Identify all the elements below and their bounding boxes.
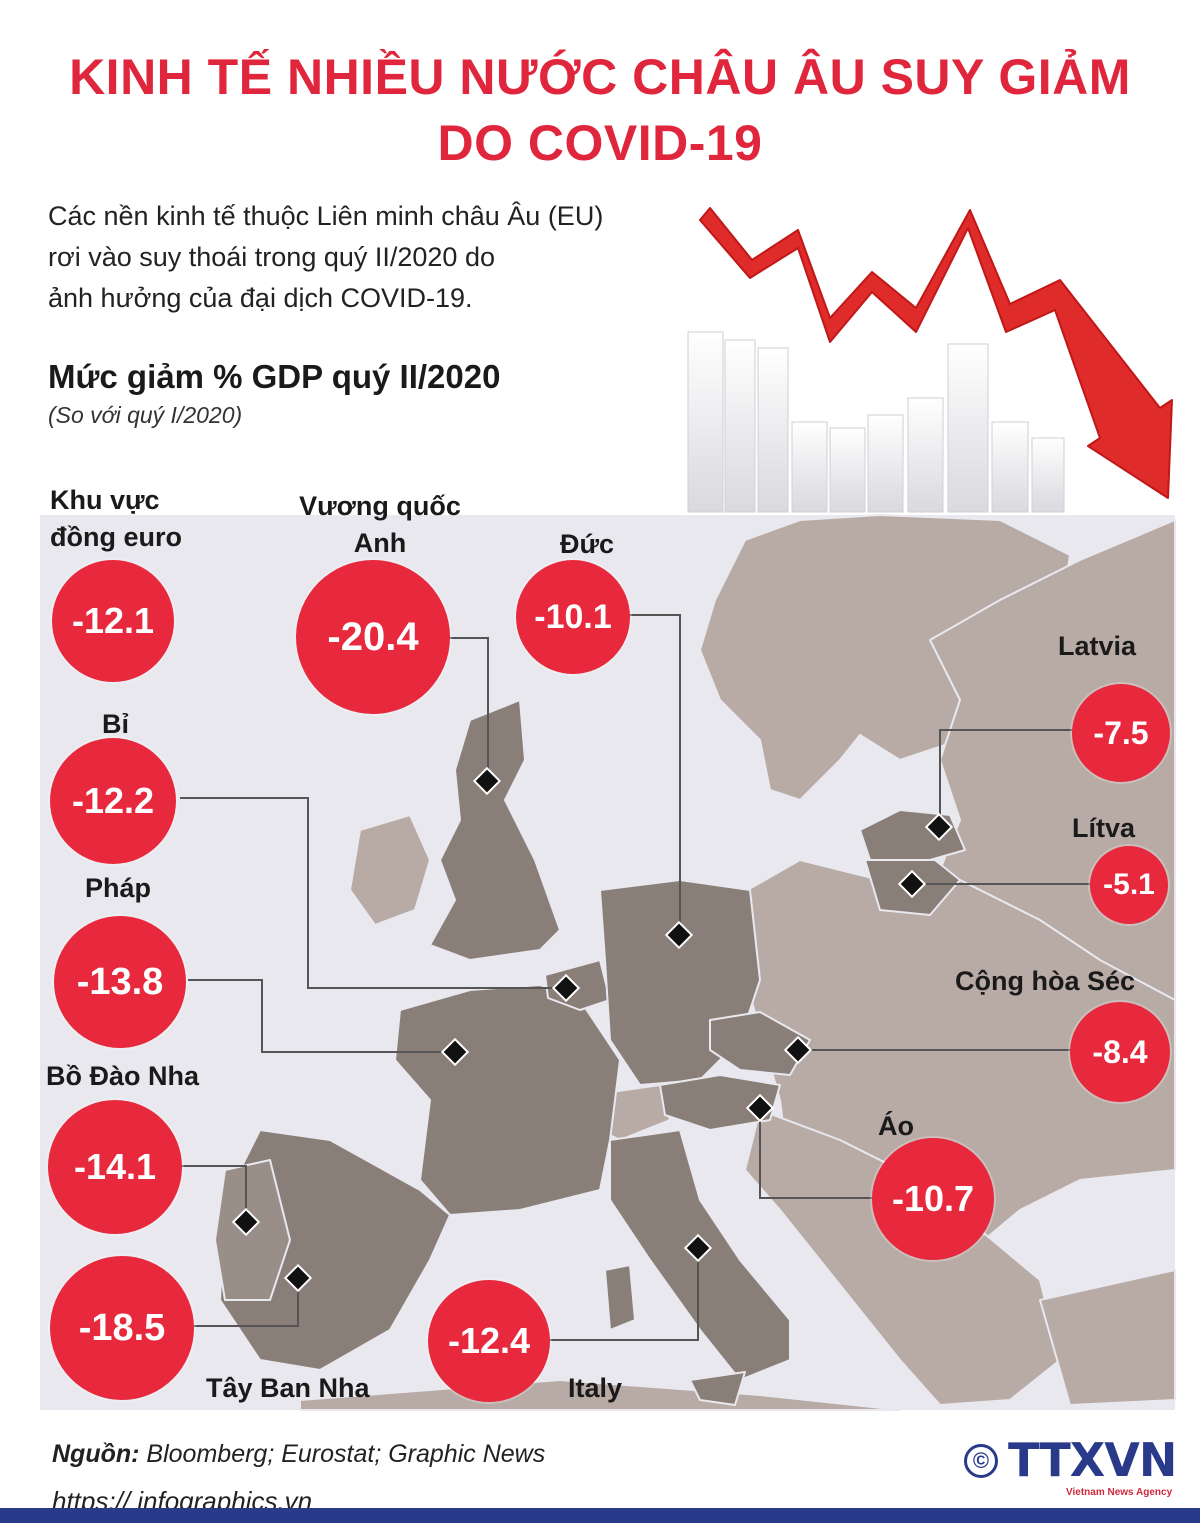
land-austria [659, 1074, 781, 1131]
label-belgium: Bỉ [102, 709, 129, 739]
label-eurozone-line2: đồng euro [50, 522, 182, 552]
copyright-icon: © [964, 1444, 998, 1478]
land-portugal [214, 1159, 291, 1301]
label-eurozone-line1: Khu vực [50, 485, 160, 515]
bubble-uk: -20.4 [296, 560, 450, 714]
land-sardinia [604, 1264, 636, 1331]
label-uk-line2: Anh [353, 528, 407, 558]
marker-latvia [924, 812, 954, 842]
connector-austria [759, 1108, 878, 1199]
intro-text-line1: Các nền kinh tế thuộc Liên minh châu Âu … [48, 201, 604, 231]
label-latvia: Latvia [1058, 631, 1137, 661]
marker-belgium [551, 973, 581, 1003]
bubble-belgium: -12.2 [50, 738, 176, 864]
bubble-italy: -12.4 [428, 1280, 550, 1402]
label-czechia: Cộng hòa Séc [955, 966, 1136, 996]
bubble-spain: -18.5 [50, 1256, 194, 1400]
label-spain: Tây Ban Nha [206, 1373, 370, 1403]
chart-subtitle: (So với quý I/2020) [48, 402, 243, 428]
connector-germany [628, 614, 681, 935]
connector-spain [188, 1278, 299, 1327]
land-latvia [859, 809, 966, 861]
bubble-latvia: -7.5 [1072, 684, 1170, 782]
land-france [394, 984, 621, 1216]
land-benelux [544, 959, 611, 1011]
label-eurozone: Khu vực đồng euro [50, 482, 182, 556]
ttxvn-logo: TTXVN [1008, 1433, 1177, 1487]
source-note: Nguồn: Bloomberg; Eurostat; Graphic News [52, 1440, 545, 1469]
source-text: Bloomberg; Eurostat; Graphic News [146, 1440, 546, 1468]
falling-chart-illustration [687, 207, 1173, 513]
label-uk: Vương quốc Anh [290, 488, 470, 562]
marker-austria [745, 1093, 775, 1123]
marker-germany [664, 920, 694, 950]
footer-bar [0, 1508, 1200, 1523]
land-turkey [1039, 1269, 1176, 1406]
decorative-bars [687, 331, 1065, 513]
marker-spain [283, 1263, 313, 1293]
land-sicily [689, 1371, 746, 1406]
connector-italy [548, 1248, 699, 1341]
land-ireland [349, 814, 431, 926]
label-austria: Áo [878, 1111, 914, 1141]
intro-text-line2: rơi vào suy thoái trong quý II/2020 do [48, 242, 495, 272]
land-uk [429, 699, 561, 961]
label-uk-line1: Vương quốc [299, 491, 461, 521]
falling-arrow-icon [699, 207, 1173, 499]
land-scandinavia [699, 514, 1071, 801]
connector-uk [440, 637, 489, 782]
bubble-czechia: -8.4 [1070, 1002, 1170, 1102]
intro-text-line3: ảnh hưởng của đại dịch COVID-19. [48, 283, 473, 313]
marker-lithuania [897, 869, 927, 899]
source-label: Nguồn: [52, 1440, 140, 1468]
label-lithuania: Lítva [1072, 813, 1136, 843]
logo-subtitle: Vietnam News Agency [1066, 1487, 1173, 1498]
marker-czechia [783, 1035, 813, 1065]
label-italy: Italy [568, 1373, 623, 1403]
connector-latvia [939, 729, 1072, 827]
connector-belgium [180, 797, 566, 989]
marker-france [440, 1037, 470, 1067]
page-title: KINH TẾ NHIỀU NƯỚC CHÂU ÂU SUY GIẢM [69, 49, 1131, 105]
connector-lines [180, 614, 1092, 1341]
bubble-portugal: -14.1 [48, 1100, 182, 1234]
connector-france [188, 979, 455, 1053]
marker-portugal [231, 1207, 261, 1237]
bubble-germany: -10.1 [516, 560, 630, 674]
markers [231, 766, 954, 1293]
marker-uk [472, 766, 502, 796]
label-germany: Đức [560, 529, 615, 559]
connector-portugal [180, 1165, 247, 1222]
bubble-lithuania: -5.1 [1090, 846, 1168, 924]
bubble-eurozone: -12.1 [52, 560, 174, 682]
land-czechia [709, 1011, 811, 1076]
bubble-austria: -10.7 [872, 1138, 994, 1260]
label-portugal: Bồ Đào Nha [46, 1061, 200, 1091]
label-france: Pháp [85, 873, 152, 903]
marker-italy [683, 1233, 713, 1263]
bubble-france: -13.8 [54, 916, 186, 1048]
chart-title: Mức giảm % GDP quý II/2020 [48, 358, 501, 395]
page-title-line2: DO COVID-19 [437, 115, 763, 171]
